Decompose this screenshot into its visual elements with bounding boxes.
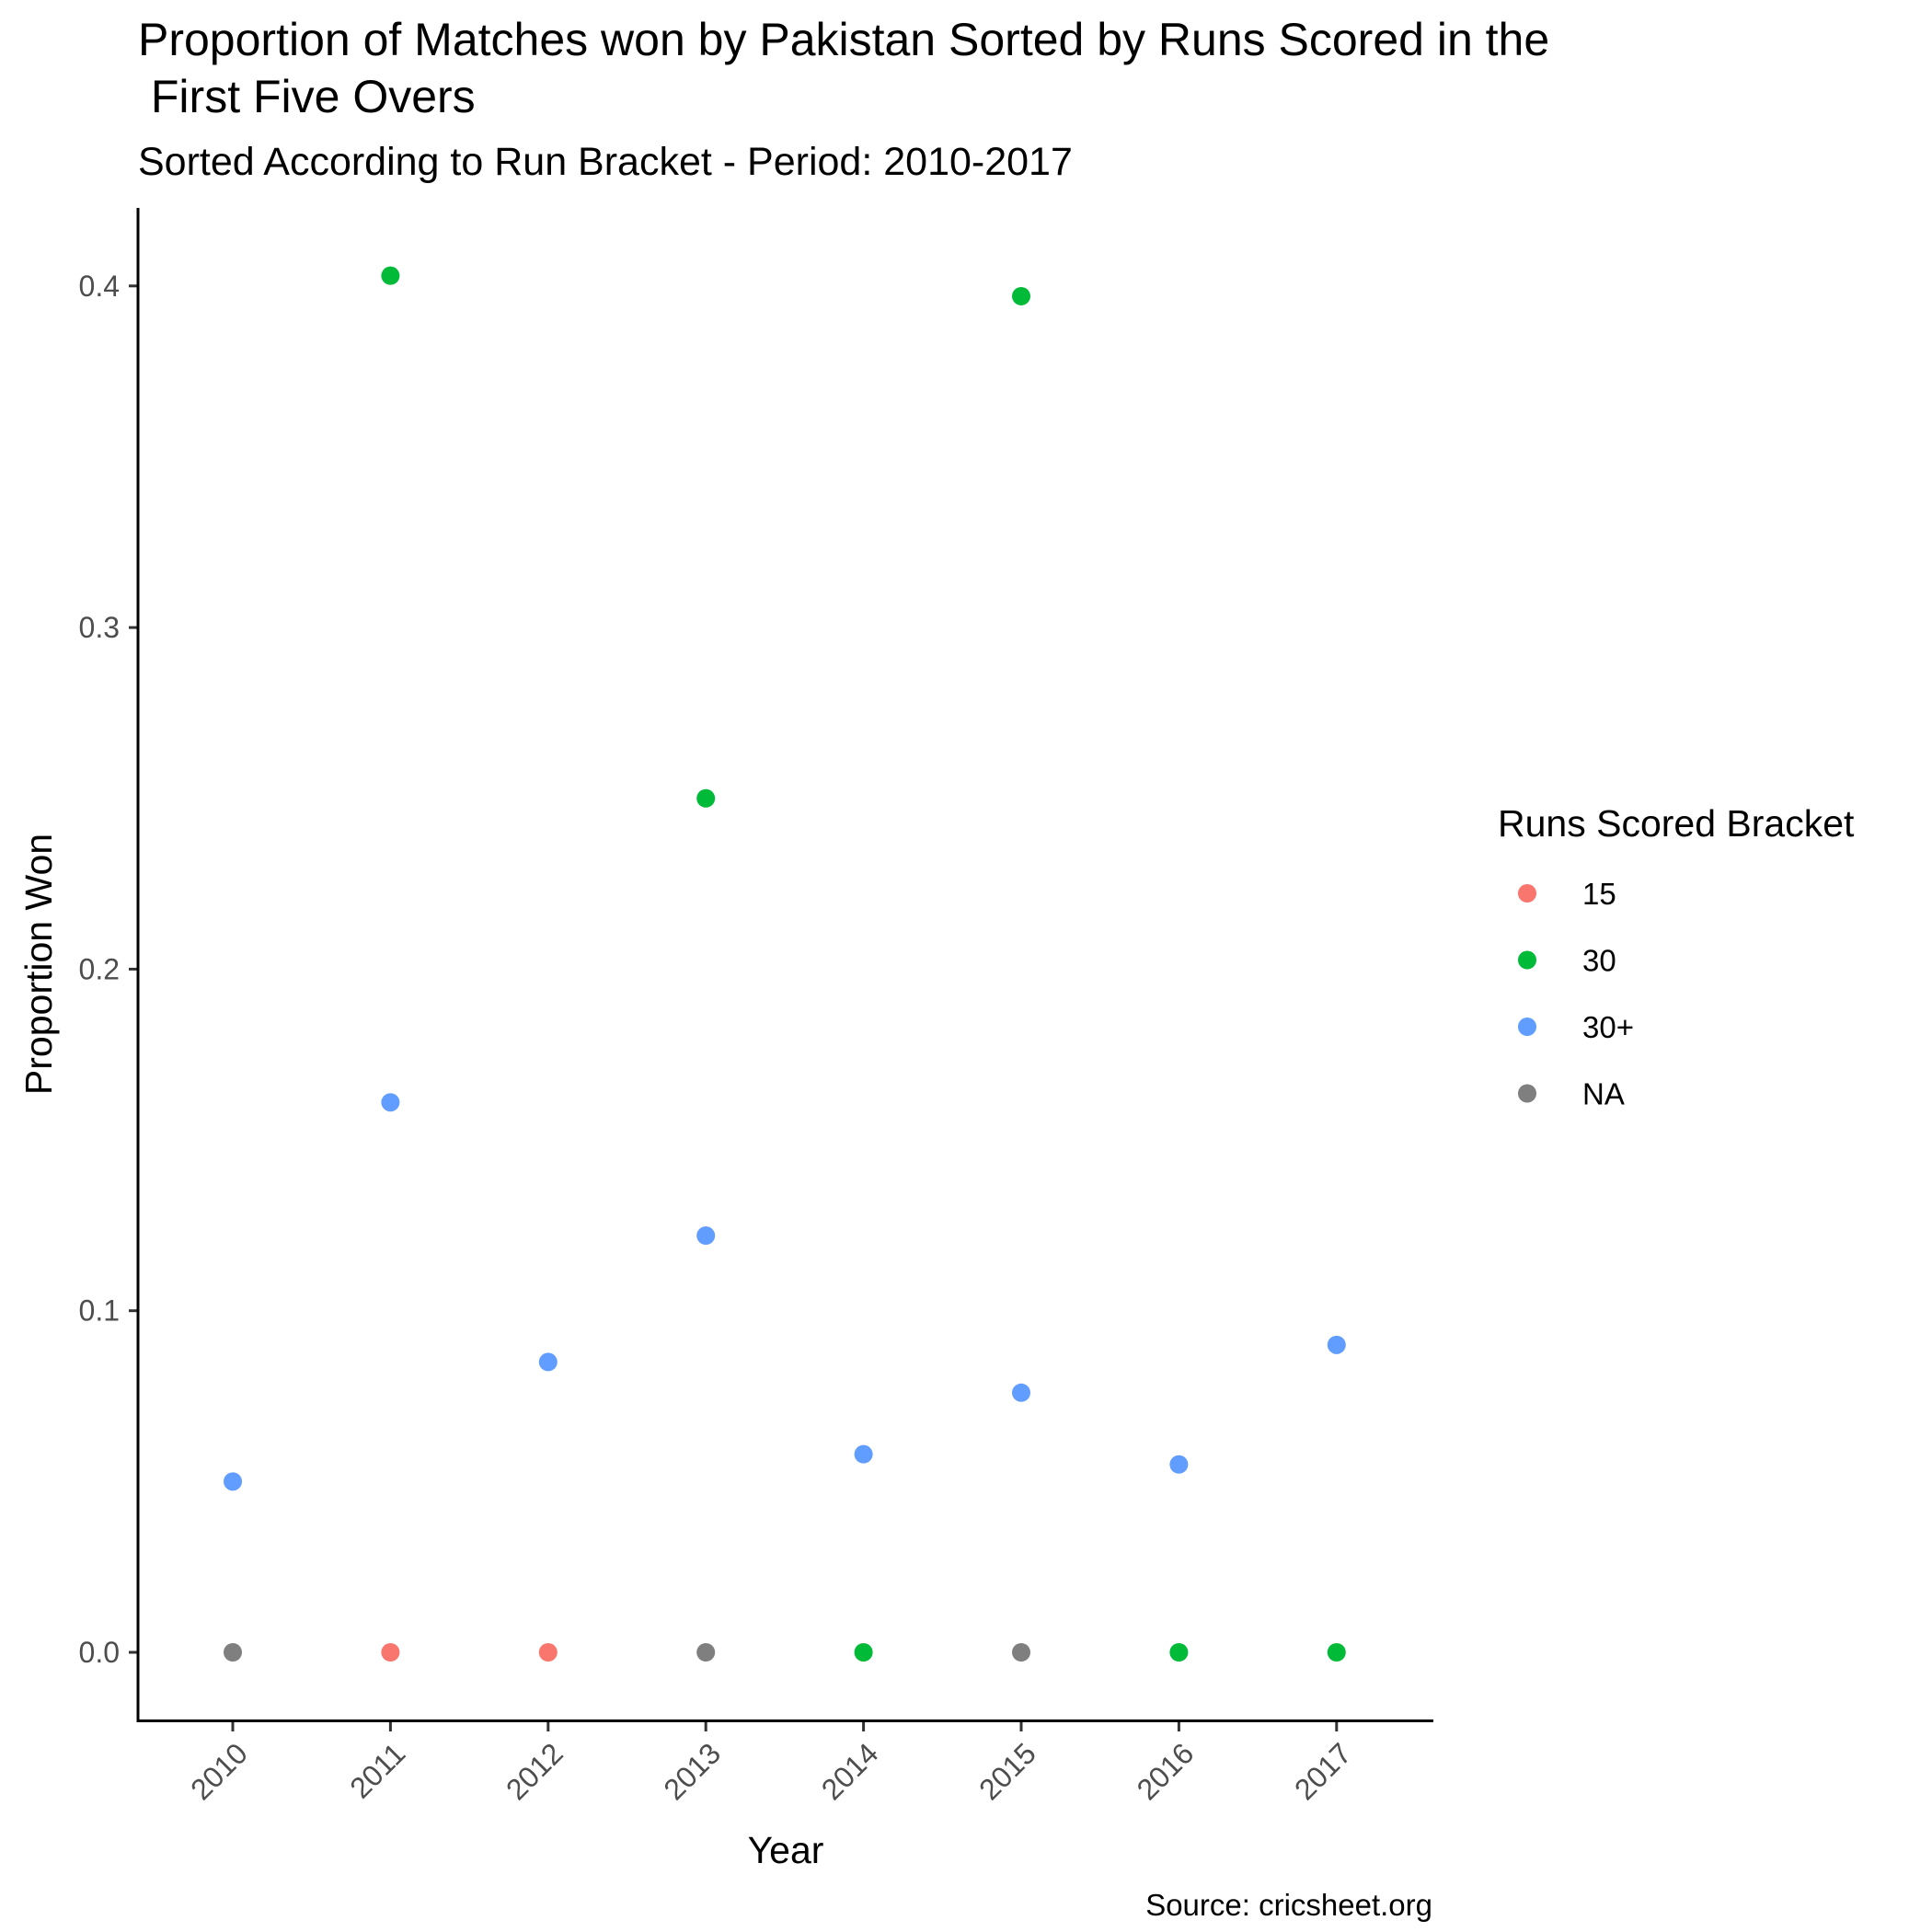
data-point [1012,1383,1030,1402]
data-point [381,266,400,285]
legend: 15 30 30+ NA [1518,877,1634,1111]
legend-key [1518,950,1536,970]
data-point [538,1643,558,1662]
data-point [1169,1455,1189,1474]
chart-caption: Source: cricsheet.org [1145,1888,1432,1922]
chart-title-line-2: First Five Overs [138,71,476,122]
x-tick-label: 2011 [343,1736,411,1804]
y-tick-label: 0.3 [79,611,120,644]
data-point [1327,1643,1346,1662]
data-point [854,1643,873,1662]
x-tick-label: 2013 [657,1736,727,1806]
x-axis-title: Year [748,1829,824,1871]
legend-label: 30+ [1582,1010,1634,1044]
legend-key [1518,884,1536,903]
x-tick-label: 2010 [184,1736,254,1806]
data-point [1012,286,1030,305]
chart-subtitle: Sorted According to Run Bracket - Period… [138,140,1073,184]
data-point [696,788,716,808]
x-tick-label: 2012 [500,1736,569,1806]
data-point [1327,1335,1346,1354]
chart-title-line-1: Proportion of Matches won by Pakistan So… [138,14,1549,65]
legend-label: NA [1582,1077,1625,1111]
data-point [1169,1643,1189,1662]
x-tick-label: 2017 [1288,1736,1358,1806]
data-point [1012,1643,1030,1662]
y-axis-ticks: 0.0 0.1 0.2 0.3 0.4 [79,270,138,1669]
x-tick-label: 2015 [972,1736,1042,1806]
legend-key [1518,1018,1536,1036]
y-tick-label: 0.1 [79,1294,120,1328]
data-point [381,1643,400,1662]
x-axis-ticks: 2010 2011 2012 2013 2014 2015 2016 2017 [184,1722,1358,1806]
legend-label: 30 [1582,944,1616,978]
data-point [224,1472,242,1491]
legend-title: Runs Scored Bracket [1498,802,1855,845]
y-tick-label: 0.0 [79,1636,120,1669]
data-point [854,1444,873,1464]
x-tick-label: 2016 [1131,1736,1201,1806]
legend-label: 15 [1582,877,1616,911]
data-point [381,1093,400,1112]
data-points [224,266,1346,1662]
legend-key [1518,1084,1536,1103]
data-point [538,1352,558,1372]
data-point [696,1643,716,1662]
y-tick-label: 0.4 [79,270,120,303]
x-tick-label: 2014 [815,1736,885,1806]
data-point [224,1643,242,1662]
y-tick-label: 0.2 [79,952,120,985]
data-point [696,1226,716,1246]
y-axis-title: Proportion Won [17,834,60,1095]
